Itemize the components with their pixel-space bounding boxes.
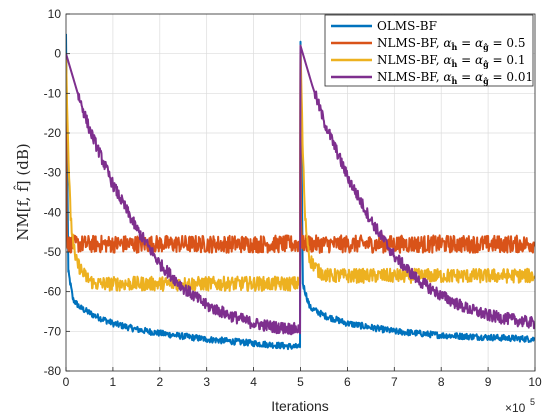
x-tick-label: 7: [391, 375, 398, 389]
y-tick-label: -30: [44, 166, 62, 180]
series-line-1: [66, 33, 535, 351]
y-tick-label: 0: [54, 47, 61, 61]
x-tick-label: 3: [203, 375, 210, 389]
x-tick-label: 5: [297, 375, 304, 389]
x-exponent-base: ×10: [505, 401, 526, 415]
y-tick-label: -50: [44, 245, 62, 259]
series-group: [66, 33, 535, 351]
x-exponent: ×10 5: [505, 397, 535, 415]
y-tick-label: -80: [44, 364, 62, 378]
legend-label-2: NLMS-BF, αĥ = αĝ = 0.5: [377, 36, 525, 52]
x-tick-label: 9: [485, 375, 492, 389]
x-tick-label: 1: [110, 375, 117, 389]
ticks: 0 1 2 3 4 5 6 7 8 9 10 -80 -70 -60 -50 -40 -30 -20 -10 0 10: [44, 7, 542, 389]
x-tick-label: 8: [438, 375, 445, 389]
x-tick-label: 10: [528, 375, 542, 389]
x-exponent-power: 5: [530, 397, 535, 407]
legend-label-3: NLMS-BF, αĥ = αĝ = 0.1: [377, 53, 525, 69]
legend-label-4: NLMS-BF, αĥ = αĝ = 0.01: [377, 70, 533, 86]
x-tick-label: 4: [250, 375, 257, 389]
legend-label-1: OLMS-BF: [377, 19, 437, 33]
y-tick-label: -10: [44, 86, 62, 100]
x-tick-label: 6: [344, 375, 351, 389]
x-tick-label: 0: [63, 375, 70, 389]
y-tick-label: -20: [44, 126, 62, 140]
y-tick-label: -60: [44, 285, 62, 299]
series-line-4: [66, 44, 535, 336]
y-tick-label: -40: [44, 205, 62, 219]
y-tick-label: -70: [44, 324, 62, 338]
x-axis-label: Iterations: [271, 398, 329, 414]
y-axis-label: NM[f, f̂] (dB): [14, 143, 32, 240]
y-tick-label: 10: [48, 7, 62, 21]
x-tick-label: 2: [156, 375, 163, 389]
